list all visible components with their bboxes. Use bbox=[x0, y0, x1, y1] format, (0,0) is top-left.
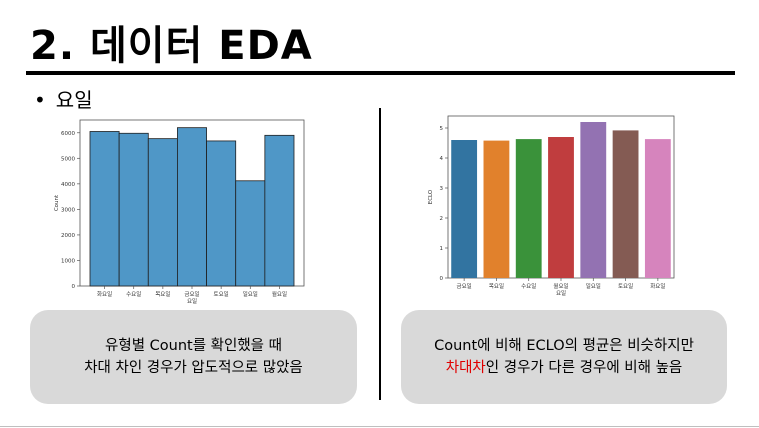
x-tick-label: 월요일 bbox=[553, 282, 568, 290]
x-tick-label: 일요일 bbox=[243, 290, 258, 298]
x-tick-label: 토요일 bbox=[618, 282, 633, 290]
x-tick-label: 목요일 bbox=[155, 290, 170, 298]
right-note-line2: 차대차인 경우가 다른 경우에 비해 높음 bbox=[401, 357, 727, 379]
y-tick-label: 4 bbox=[440, 156, 444, 162]
vertical-divider bbox=[379, 108, 381, 400]
y-tick-label: 3 bbox=[440, 186, 444, 192]
y-tick-label: 2 bbox=[440, 216, 444, 222]
bar bbox=[235, 180, 266, 287]
y-tick-label: 3000 bbox=[61, 207, 75, 213]
x-tick-label: 화요일 bbox=[650, 282, 665, 290]
bar bbox=[548, 137, 574, 278]
bar bbox=[177, 127, 207, 287]
x-axis-label: 요일 bbox=[187, 297, 197, 304]
x-tick-label: 금요일 bbox=[184, 290, 199, 298]
count-bar-chart-svg: 0 1000 2000 3000 4000 5000 6000 화요일 수요일 목요일 금요일 토요일… bbox=[54, 119, 305, 304]
bottom-rule bbox=[0, 426, 759, 427]
bar bbox=[451, 140, 478, 278]
x-tick-label: 토요일 bbox=[214, 290, 229, 298]
count-chart: 0 1000 2000 3000 4000 5000 6000 화요일 수요일 목요일 금요일 토요일… bbox=[42, 112, 312, 304]
right-note-highlight: 차대차 bbox=[445, 360, 486, 376]
x-tick-label: 화요일 bbox=[97, 290, 112, 298]
bullet-text: 요일 bbox=[55, 88, 93, 112]
x-tick-label: 목요일 bbox=[489, 282, 504, 290]
x-axis-label: 요일 bbox=[556, 289, 566, 297]
x-tick-label: 금요일 bbox=[457, 282, 472, 290]
right-note-box: Count에 비해 ECLO의 평균은 비슷하지만 차대차인 경우가 다른 경우… bbox=[401, 310, 727, 404]
bar bbox=[89, 131, 120, 287]
left-note-box: 유형별 Count를 확인했을 때 차대 차인 경우가 압도적으로 많았음 bbox=[30, 310, 357, 404]
title-underline bbox=[26, 71, 735, 75]
y-axis-label: ECLO bbox=[428, 189, 434, 204]
left-note-line1: 유형별 Count를 확인했을 때 bbox=[105, 338, 282, 354]
y-tick-label: 4000 bbox=[61, 182, 75, 188]
x-tick-label: 일요일 bbox=[586, 282, 601, 290]
bar bbox=[264, 134, 295, 287]
x-tick-label: 수요일 bbox=[126, 290, 141, 298]
bar bbox=[483, 140, 510, 278]
y-tick-label: 0 bbox=[440, 276, 444, 282]
bullet-item: • 요일 bbox=[34, 86, 93, 114]
y-tick-label: 5000 bbox=[61, 156, 75, 162]
bar bbox=[118, 132, 149, 287]
bar bbox=[644, 139, 671, 278]
right-note-rest: 인 경우가 다른 경우에 비해 높음 bbox=[485, 360, 683, 376]
y-tick-label: 1 bbox=[440, 246, 444, 252]
slide-title: 2. 데이터 EDA bbox=[30, 23, 313, 69]
bar bbox=[580, 122, 607, 278]
right-note-line1: Count에 비해 ECLO의 평균은 비슷하지만 bbox=[434, 338, 694, 354]
bullet-dot-icon: • bbox=[34, 88, 46, 112]
y-tick-label: 0 bbox=[72, 284, 76, 290]
y-tick-label: 1000 bbox=[61, 258, 75, 264]
x-tick-label: 수요일 bbox=[521, 282, 536, 290]
bar bbox=[612, 130, 639, 278]
left-note-line2: 차대 차인 경우가 압도적으로 많았음 bbox=[84, 360, 303, 376]
y-axis-label: Count bbox=[54, 194, 60, 211]
y-tick-label: 2000 bbox=[61, 233, 75, 239]
y-tick-label: 5 bbox=[440, 126, 444, 132]
x-tick-label: 월요일 bbox=[272, 290, 287, 298]
bar bbox=[515, 139, 542, 278]
y-tick-label: 6000 bbox=[61, 131, 75, 137]
bar bbox=[206, 140, 237, 287]
bar bbox=[147, 138, 178, 287]
